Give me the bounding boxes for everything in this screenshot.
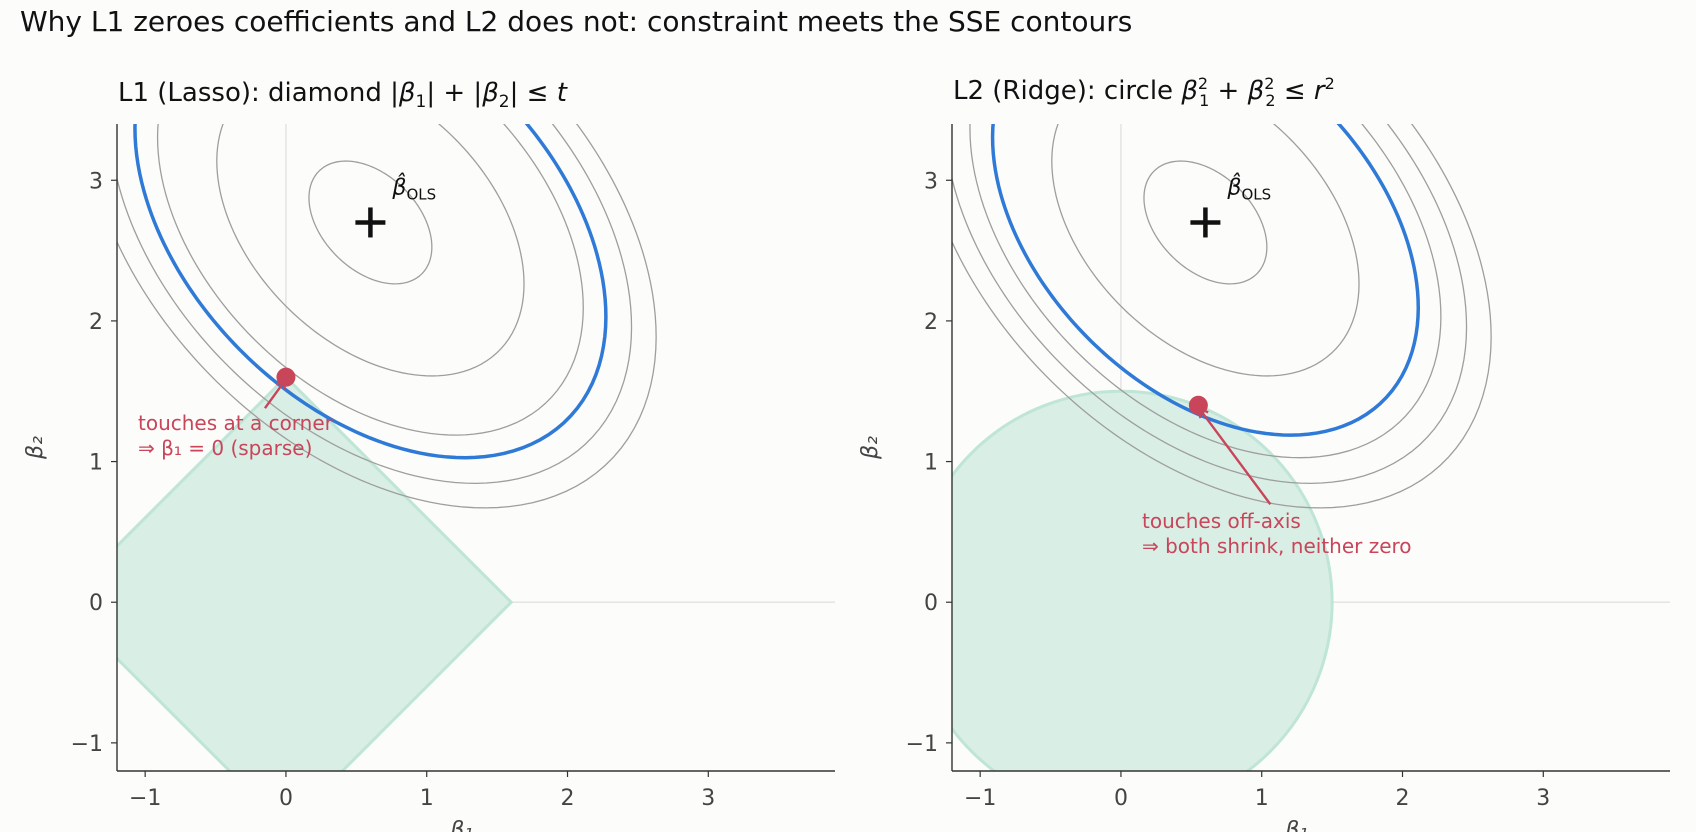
lasso-annotations: β̂OLS touches at a corner⇒ β₁ = 0 (sparse… [138,173,436,460]
ridge-tangent-contour [990,124,1421,437]
lasso-sse-contour-2 [156,124,584,436]
lasso-y-axis-label: β₂ [23,436,48,460]
lasso-y-tick-label: 3 [89,169,103,194]
lasso-annotation-arrowhead [275,376,288,391]
lasso-sse-contour-1 [216,124,525,377]
ridge-ols-label: β̂OLS [1226,173,1271,203]
lasso-x-axis-label: β₁ [449,818,473,832]
lasso-ols-label: β̂OLS [391,173,436,203]
lasso-y-tick-label: 0 [89,591,103,616]
ridge-x-tick-label: 1 [1255,786,1269,811]
lasso-constraint-diamond [117,375,514,771]
ridge-y-tick-label: 0 [924,591,938,616]
ridge-sse-contour-0 [1143,160,1268,285]
lasso-annotation-arrow [263,378,287,409]
ridge-annotations: β̂OLS touches off-axis⇒ both shrink, neit… [1142,173,1412,558]
lasso-annotation-line: touches at a corner [138,411,334,435]
lasso-x-tick-label: 3 [701,786,715,811]
lasso-panel-title: L1 (Lasso): diamond |β1| + |β2| ≤ t [118,78,568,112]
ridge-y-tick-label: 2 [924,310,938,335]
ridge-x-tick-label: 0 [1114,786,1128,811]
ridge-annotation-line: ⇒ both shrink, neither zero [1142,534,1412,558]
lasso-annotation-line: ⇒ β₁ = 0 (sparse) [138,436,312,460]
ridge-y-tick-label: 3 [924,169,938,194]
lasso-x-tick-label: 0 [279,786,293,811]
ridge-plot-area [952,124,1670,771]
lasso-y-tick-label: 1 [89,451,103,476]
figure-title: Why L1 zeroes coefficients and L2 does n… [20,5,1132,38]
ridge-panel-title: L2 (Ridge): circle β2 1 + β2 2 ≤ r2 [953,74,1335,110]
ridge-annotation-line: touches off-axis [1142,509,1301,533]
ridge-annotation-arrow [1197,406,1272,506]
lasso-x-tick-label: −1 [129,786,161,811]
ridge-annotation-arrowhead [1196,405,1209,419]
ridge-y-tick-label: −1 [906,732,938,757]
ridge-y-tick-label: 1 [924,451,938,476]
lasso-x-tick-label: 2 [561,786,575,811]
ridge-sse-contour-4 [952,124,1468,484]
lasso-y-tick-label: −1 [71,732,103,757]
lasso-plot-area [117,124,835,771]
lasso-sse-contour-4 [117,124,633,484]
ridge-sse-contour-1 [1051,124,1360,377]
ridge-x-axis-label: β₁ [1284,818,1308,832]
ridge-constraint-circle [952,389,1334,771]
lasso-tangent-contour [133,124,608,460]
lasso-panel: L1 (Lasso): diamond |β1| + |β2| ≤ t −1 0 1… [23,78,835,832]
ridge-y-axis-label: β₂ [858,436,883,460]
lasso-y-tick-label: 2 [89,310,103,335]
ridge-x-tick-label: 2 [1396,786,1410,811]
ridge-panel: L2 (Ridge): circle β2 1 + β2 2 ≤ r2 −1 0 1 2 3… [858,74,1670,832]
ridge-x-tick-label: −1 [964,786,996,811]
lasso-sse-contour-0 [308,160,433,285]
lasso-x-tick-label: 1 [420,786,434,811]
ridge-sse-contour-3 [969,124,1442,459]
lasso-axes: −1 0 1 2 3 −1 0 1 2 3 β₁ β₂ [23,124,835,832]
ridge-sse-contour-5 [952,124,1492,509]
ridge-axes: −1 0 1 2 3 −1 0 1 2 3 β₁ β₂ [858,124,1670,832]
lasso-sse-contour-5 [117,124,657,509]
ridge-x-tick-label: 3 [1536,786,1550,811]
